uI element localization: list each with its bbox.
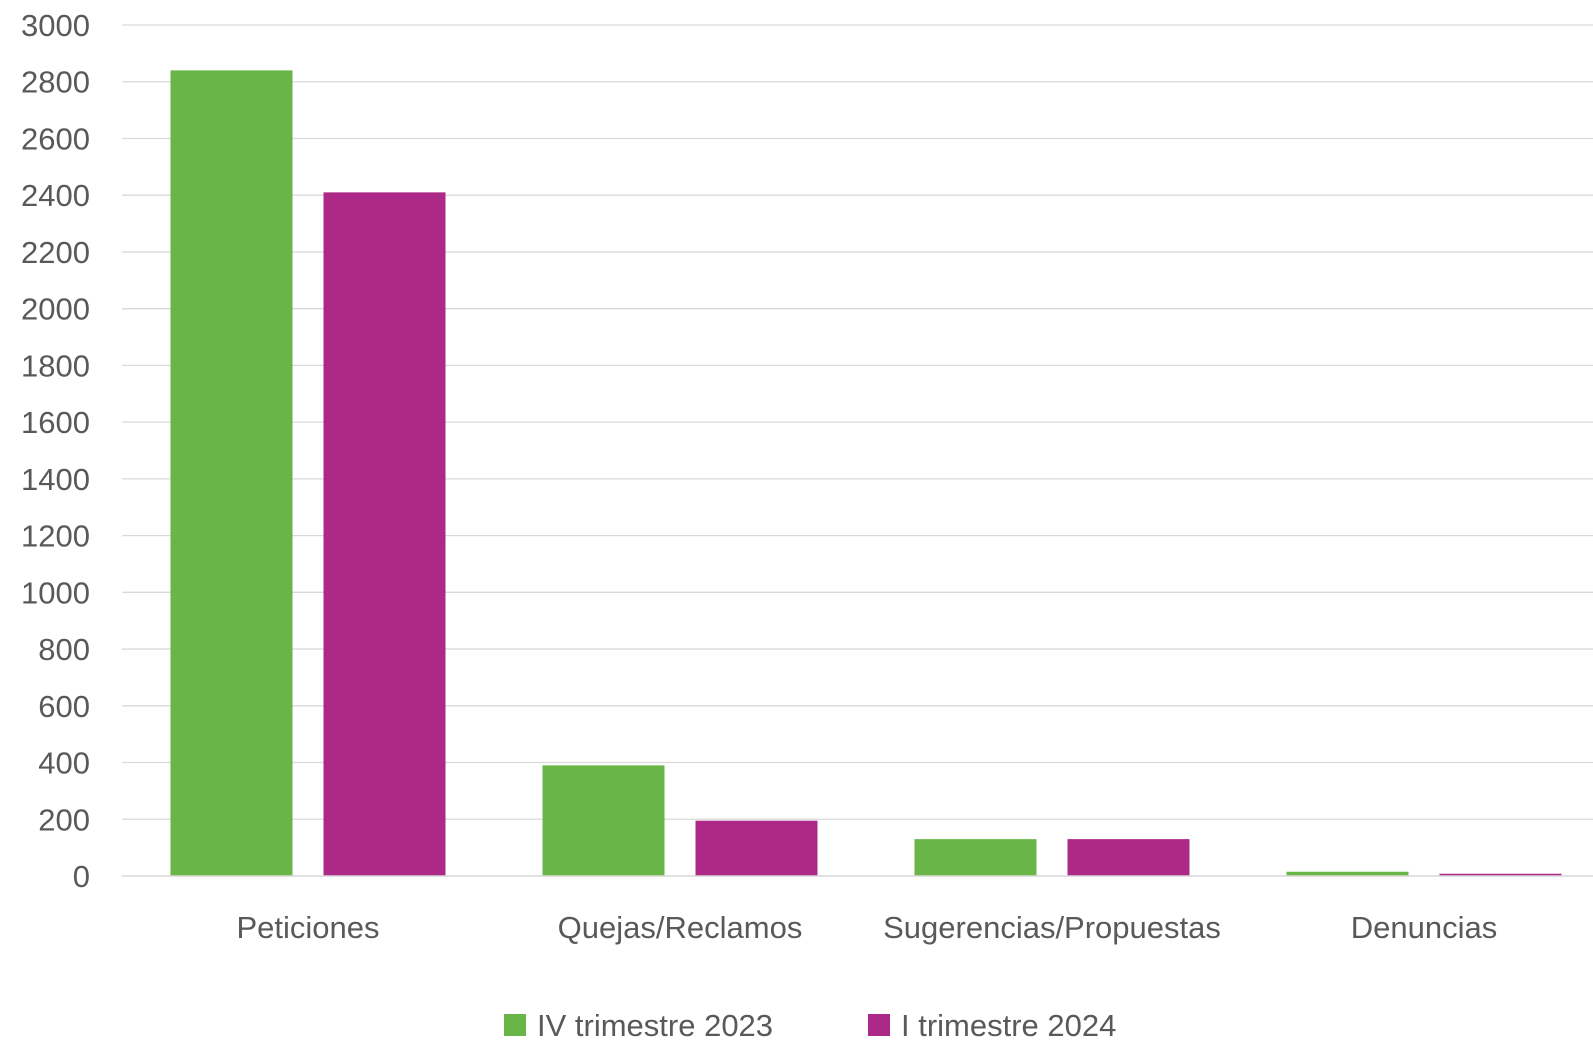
y-tick-label: 200 <box>38 802 90 837</box>
y-tick-label: 2000 <box>21 292 90 327</box>
legend-label: I trimestre 2024 <box>901 1008 1116 1043</box>
legend: IV trimestre 2023 I trimestre 2024 <box>504 1008 1116 1043</box>
x-category-label: Quejas/Reclamos <box>558 910 803 945</box>
legend-item: IV trimestre 2023 <box>504 1008 773 1043</box>
x-axis-category-labels: Peticiones Quejas/Reclamos Sugerencias/Pro… <box>236 910 1497 945</box>
y-tick-label: 2600 <box>21 121 90 156</box>
y-tick-label: 800 <box>38 632 90 667</box>
y-tick-label: 400 <box>38 746 90 781</box>
bar-series1-denuncias <box>1286 871 1409 876</box>
y-tick-label: 2800 <box>21 65 90 100</box>
x-category-label: Denuncias <box>1351 910 1497 945</box>
y-axis-tick-labels: 0 200 400 600 800 1000 1200 1400 1600 1800 2000 220… <box>21 8 90 894</box>
bar-series1-quejas-reclamos <box>542 765 665 876</box>
bars <box>170 70 1562 877</box>
y-tick-label: 600 <box>38 689 90 724</box>
x-category-label: Sugerencias/Propuestas <box>883 910 1221 945</box>
y-tick-label: 1800 <box>21 348 90 383</box>
bar-series2-quejas-reclamos <box>695 820 818 876</box>
y-tick-label: 3000 <box>21 8 90 43</box>
y-tick-label: 2400 <box>21 178 90 213</box>
legend-label: IV trimestre 2023 <box>537 1008 773 1043</box>
bar-series1-peticiones <box>170 70 293 877</box>
y-tick-label: 2200 <box>21 235 90 270</box>
bar-series2-sugerencias-propuestas <box>1067 839 1190 876</box>
x-category-label: Peticiones <box>236 910 379 945</box>
y-tick-label: 1000 <box>21 575 90 610</box>
y-tick-label: 1600 <box>21 405 90 440</box>
bar-series2-peticiones <box>323 192 446 876</box>
bar-series1-sugerencias-propuestas <box>914 839 1037 876</box>
y-tick-label: 1400 <box>21 462 90 497</box>
y-tick-label: 0 <box>73 859 90 894</box>
legend-item: I trimestre 2024 <box>868 1008 1116 1043</box>
bar-series2-denuncias <box>1439 873 1562 876</box>
legend-swatch <box>504 1014 526 1036</box>
legend-swatch <box>868 1014 890 1036</box>
y-tick-label: 1200 <box>21 519 90 554</box>
